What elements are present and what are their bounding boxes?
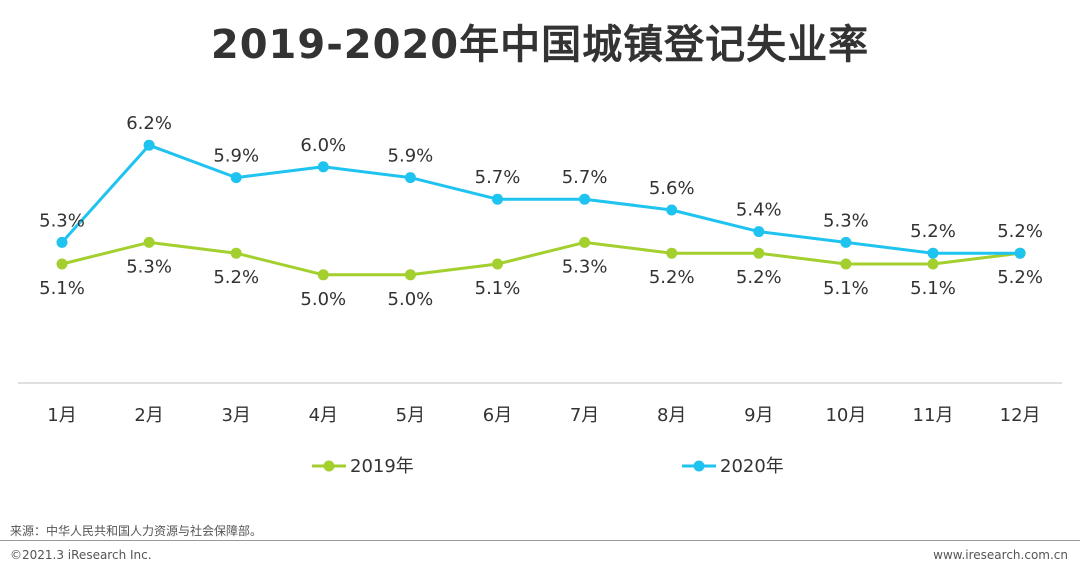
data-label: 5.7% xyxy=(475,167,521,188)
data-label: 5.0% xyxy=(388,289,434,310)
x-tick-label: 6月 xyxy=(483,405,512,426)
x-tick-label: 5月 xyxy=(396,405,425,426)
x-tick-label: 4月 xyxy=(309,405,338,426)
data-point xyxy=(666,247,678,259)
x-tick-label: 10月 xyxy=(825,405,866,426)
data-point xyxy=(56,258,68,270)
data-label: 5.2% xyxy=(910,221,956,242)
data-label: 5.2% xyxy=(997,221,1043,242)
data-label: 6.2% xyxy=(126,113,172,134)
data-label: 5.1% xyxy=(910,278,956,299)
series-line-2019年 xyxy=(61,240,1021,277)
source-note: 来源：中华人民共和国人力资源与社会保障部。 xyxy=(10,524,263,538)
data-point xyxy=(666,204,678,216)
data-point xyxy=(492,193,503,205)
x-tick-label: 1月 xyxy=(47,405,76,426)
data-point xyxy=(753,226,765,238)
legend-label: 2020年 xyxy=(720,456,784,477)
data-label: 5.1% xyxy=(475,278,521,299)
data-point xyxy=(753,247,765,259)
x-tick-label: 8月 xyxy=(657,405,686,426)
data-label: 5.3% xyxy=(823,210,869,231)
legend-label: 2019年 xyxy=(350,456,414,477)
data-label: 5.2% xyxy=(736,267,782,288)
data-point xyxy=(840,236,852,248)
data-label: 5.9% xyxy=(388,146,434,167)
footer-divider xyxy=(0,540,1080,541)
data-point xyxy=(230,247,242,259)
legend-marker xyxy=(323,460,335,472)
x-tick-label: 9月 xyxy=(744,405,773,426)
data-label: 5.3% xyxy=(39,210,85,231)
data-label: 5.1% xyxy=(39,278,85,299)
x-tick-label: 11月 xyxy=(913,405,954,426)
data-label: 5.1% xyxy=(823,278,869,299)
x-tick-label: 12月 xyxy=(1000,405,1041,426)
x-tick-label: 2月 xyxy=(134,405,163,426)
series-line-2020年 xyxy=(60,143,1021,255)
data-label: 5.7% xyxy=(562,167,608,188)
data-label: 5.0% xyxy=(300,289,346,310)
data-label: 6.0% xyxy=(300,135,346,156)
data-label: 5.2% xyxy=(997,267,1043,288)
copyright-text: ©2021.3 iResearch Inc. xyxy=(10,548,152,562)
data-label: 5.6% xyxy=(649,178,695,199)
data-point xyxy=(404,172,416,184)
data-point xyxy=(927,247,939,259)
data-point xyxy=(230,172,242,184)
data-point xyxy=(492,258,503,270)
data-point xyxy=(143,139,155,151)
data-label: 5.2% xyxy=(649,267,695,288)
x-tick-label: 7月 xyxy=(570,405,599,426)
data-point xyxy=(143,236,155,248)
data-point xyxy=(579,193,591,205)
chart-title: 2019-2020年中国城镇登记失业率 xyxy=(210,22,870,68)
data-point xyxy=(404,269,416,281)
data-point xyxy=(840,258,852,270)
data-label: 5.3% xyxy=(562,256,608,277)
data-point xyxy=(579,236,591,248)
data-point xyxy=(927,258,939,270)
data-point xyxy=(317,269,329,281)
website-link[interactable]: www.iresearch.com.cn xyxy=(933,548,1068,562)
data-label: 5.9% xyxy=(213,146,259,167)
data-point xyxy=(1014,247,1026,259)
x-tick-label: 3月 xyxy=(221,405,250,426)
data-label: 5.2% xyxy=(213,267,259,288)
data-label: 5.3% xyxy=(126,256,172,277)
data-point xyxy=(56,236,68,248)
legend-marker xyxy=(693,460,705,472)
data-point xyxy=(317,161,329,173)
data-label: 5.4% xyxy=(736,200,782,221)
